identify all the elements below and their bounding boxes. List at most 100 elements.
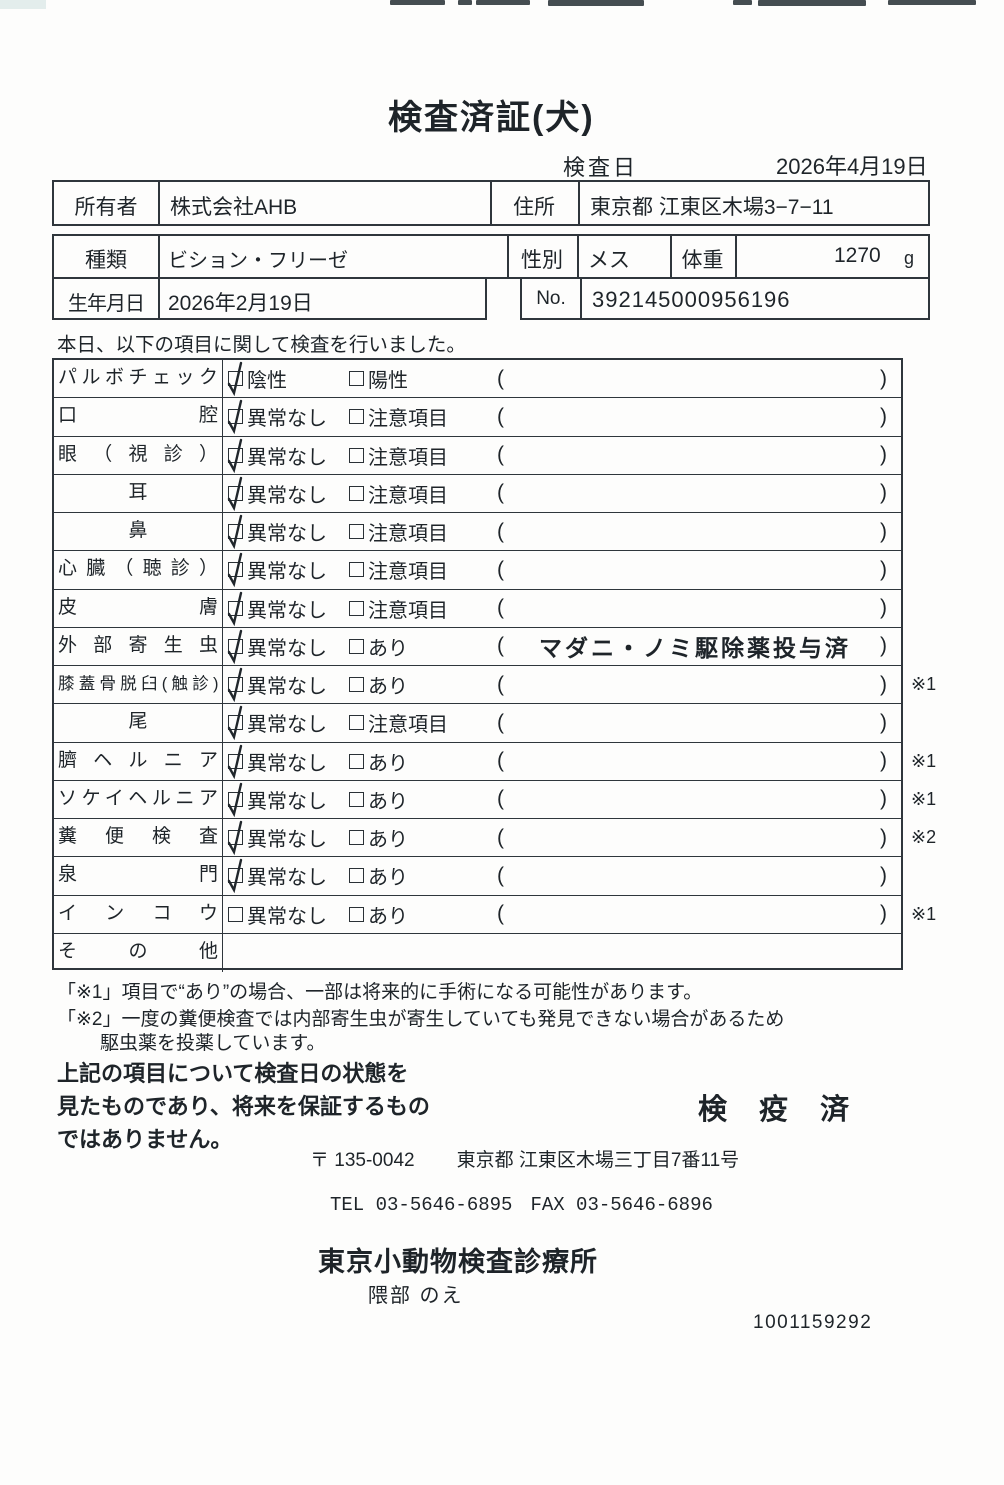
table-row: 膝蓋骨脱臼(触診) 異常なし あり ( ) ※1 xyxy=(54,666,936,705)
no-value: 392145000956196 xyxy=(592,287,791,312)
disclaimer: 上記の項目について検査日の状態を 見たものであり、将来を保証するもの ではありま… xyxy=(57,1061,430,1152)
checkbox xyxy=(349,524,364,540)
option-label: 異常なし xyxy=(247,637,327,660)
row-note: ※2 xyxy=(911,827,937,848)
row-label: インコウ xyxy=(54,895,223,933)
row-label: 皮膚 xyxy=(54,589,223,627)
row-label: 眼（視診） xyxy=(54,436,223,474)
check-mark-icon xyxy=(227,629,243,665)
option-label: 異常なし xyxy=(247,752,327,775)
check-mark-icon xyxy=(227,667,243,703)
checkbox-option: 異常なし xyxy=(227,744,349,779)
breed-value: ビション・フリーゼ xyxy=(168,250,348,272)
table-row: ソケイヘルニア 異常なし あり ( ) ※1 xyxy=(54,780,936,819)
option-label: 異常なし xyxy=(247,523,327,546)
sex-value: メス xyxy=(588,249,630,272)
address-label: 住所 xyxy=(513,196,555,219)
table-row: 耳 異常なし 注意項目 ( ) xyxy=(54,474,901,513)
paren-close: ) xyxy=(880,366,887,390)
table-row: 心臓（聴診） 異常なし 注意項目 ( ) xyxy=(54,551,901,590)
checkbox xyxy=(349,562,364,578)
checkbox-option: 注意項目 xyxy=(349,517,499,546)
checkbox-option: 異常なし xyxy=(227,629,349,665)
doc-title: 検査済証(犬) xyxy=(388,99,595,137)
check-mark-icon xyxy=(227,514,243,550)
checkbox-option: 異常なし xyxy=(227,438,349,473)
checkbox xyxy=(227,400,243,435)
paren-open: ( xyxy=(497,749,504,773)
row-label: ソケイヘルニア xyxy=(54,780,223,818)
weight-value: 1270 xyxy=(834,244,881,267)
checkbox xyxy=(349,485,364,501)
checkbox-option: あり xyxy=(349,670,499,699)
table-row: 臍ヘルニア 異常なし あり ( ) ※1 xyxy=(54,742,936,781)
checkbox-option: あり xyxy=(349,861,499,890)
paren-open: ( xyxy=(497,902,504,926)
option-label: 異常なし xyxy=(247,484,327,507)
checkbox-option: 異常なし xyxy=(227,514,349,550)
address-value: 東京都 江東区木場3−7−11 xyxy=(590,196,834,219)
checkbox xyxy=(227,859,243,894)
pet-table: 種類 ビション・フリーゼ 性別 メス 体重 1270 g 生年月日 2026年2… xyxy=(52,234,930,320)
check-mark-icon xyxy=(227,782,243,818)
checkbox-option: あり xyxy=(349,632,499,661)
checkbox-option: 陰性 xyxy=(227,361,349,397)
table-row: 泉門 異常なし あり ( ) xyxy=(54,857,901,896)
checkbox xyxy=(227,476,243,512)
check-mark-icon xyxy=(227,438,243,473)
checkbox-option: 異常なし xyxy=(227,820,349,856)
scan-artifact xyxy=(390,0,445,5)
option-label: 異常なし xyxy=(247,676,327,699)
checkbox-option: 注意項目 xyxy=(349,402,499,431)
checkbox-option: あり xyxy=(349,900,499,929)
option-label: 異常なし xyxy=(247,714,327,737)
paren-close: ) xyxy=(880,749,887,773)
checkbox xyxy=(349,447,364,463)
table-row: 皮膚 異常なし 注意項目 ( ) xyxy=(54,589,901,628)
option-label: 陽性 xyxy=(368,370,408,393)
row-note: ※1 xyxy=(911,674,937,695)
paren-open: ( xyxy=(497,634,504,658)
option-label: 異常なし xyxy=(247,905,327,928)
owner-value: 株式会社AHB xyxy=(170,196,298,219)
tel-fax-line: TEL 03-5646-6895 FAX 03-5646-6896 xyxy=(330,1194,713,1216)
paren-open: ( xyxy=(497,443,504,467)
option-label: あり xyxy=(368,752,408,775)
row-note: ※1 xyxy=(911,788,937,809)
paren-close: ) xyxy=(880,404,887,428)
sex-label: 性別 xyxy=(521,249,563,272)
paren-open: ( xyxy=(497,366,504,390)
option-label: 異常なし xyxy=(247,599,327,622)
table-row: 糞便検査 異常なし あり ( ) ※2 xyxy=(54,819,936,858)
checkbox xyxy=(227,553,243,588)
paren-close: ) xyxy=(880,902,887,926)
examiner-name: 隈部 のえ xyxy=(368,1285,464,1307)
scan-smudge xyxy=(0,0,46,9)
paren-close: ) xyxy=(880,596,887,620)
paren-close: ) xyxy=(880,672,887,696)
checkbox-option: 注意項目 xyxy=(349,555,499,584)
paren-content: マダニ・ノミ駆除薬投与済 xyxy=(539,635,851,662)
intro-text: 本日、以下の項目に関して検査を行いました。 xyxy=(57,334,466,356)
checkbox xyxy=(227,438,243,473)
checkbox-option: 注意項目 xyxy=(349,479,499,508)
breed-label: 種類 xyxy=(85,249,127,272)
checkbox-option: 異常なし xyxy=(228,900,349,929)
option-label: 異常なし xyxy=(247,829,327,852)
option-label: 異常なし xyxy=(247,446,327,469)
checkbox-option: 注意項目 xyxy=(349,594,499,623)
footnote-2-cont: 駆虫薬を投薬しています。 xyxy=(100,1033,326,1054)
row-label: 外部寄生虫 xyxy=(54,627,223,665)
scan-artifact xyxy=(758,0,866,6)
row-label: 耳 xyxy=(54,474,223,512)
owner-label: 所有者 xyxy=(74,196,138,219)
checkbox-option: 異常なし xyxy=(227,591,349,626)
checkbox xyxy=(349,868,364,884)
checkbox xyxy=(349,753,364,769)
option-label: 注意項目 xyxy=(368,523,448,546)
paren-open: ( xyxy=(497,519,504,543)
owner-table: 所有者 株式会社AHB 住所 東京都 江東区木場3−7−11 xyxy=(52,180,930,226)
checkbox-option: 注意項目 xyxy=(349,708,499,737)
fax: FAX 03-5646-6896 xyxy=(530,1194,713,1216)
check-mark-icon xyxy=(227,553,243,588)
